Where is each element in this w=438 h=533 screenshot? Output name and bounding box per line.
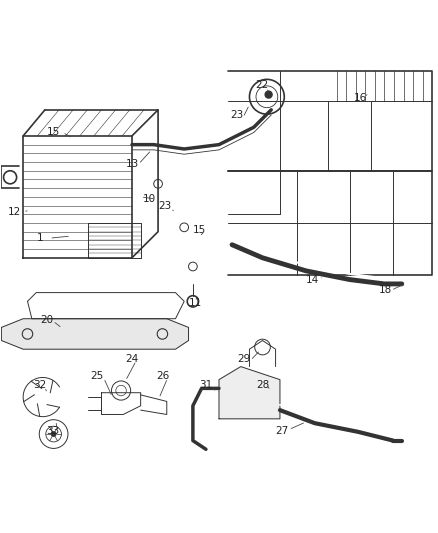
Text: 28: 28: [256, 380, 269, 390]
Circle shape: [265, 91, 272, 98]
Text: 23: 23: [230, 110, 243, 120]
Text: 16: 16: [354, 93, 367, 103]
Text: 22: 22: [255, 79, 268, 90]
Text: 18: 18: [378, 286, 392, 295]
Text: 29: 29: [238, 354, 251, 364]
Text: 15: 15: [47, 127, 60, 138]
Polygon shape: [1, 319, 188, 349]
Text: 14: 14: [306, 274, 319, 285]
Text: 12: 12: [8, 207, 21, 217]
Text: 23: 23: [158, 201, 171, 212]
Text: 15: 15: [193, 224, 206, 235]
Text: 31: 31: [199, 380, 212, 390]
Text: 26: 26: [156, 371, 169, 381]
Text: 32: 32: [33, 380, 46, 390]
Text: 1: 1: [37, 233, 44, 243]
Text: 13: 13: [125, 159, 138, 169]
Text: 24: 24: [125, 354, 138, 364]
Polygon shape: [219, 367, 280, 419]
Text: 10: 10: [143, 194, 156, 204]
Text: 27: 27: [276, 426, 289, 436]
Text: 33: 33: [46, 426, 60, 436]
Text: 25: 25: [91, 371, 104, 381]
Text: 11: 11: [188, 298, 201, 309]
Text: 20: 20: [41, 314, 53, 325]
Circle shape: [51, 431, 56, 437]
